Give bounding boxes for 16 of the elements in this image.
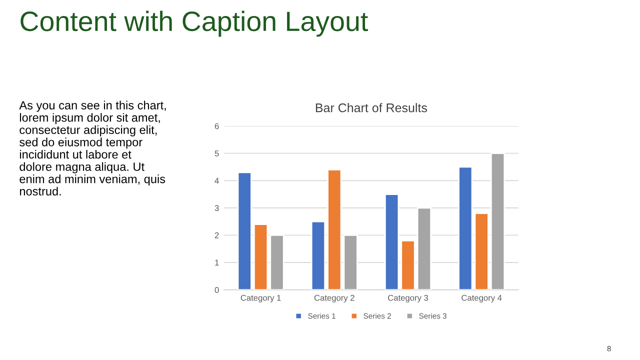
y-tick-label: 0 [214,287,219,293]
chart-title: Bar Chart of Results [316,103,428,112]
bar [458,166,473,290]
x-tick-label: Category 4 [462,294,502,302]
x-tick-label: Category 1 [240,294,281,302]
y-tick-label: 4 [214,178,219,184]
text: Content with Caption Layout [20,10,368,37]
y-tick-label: 1 [215,260,219,266]
y-tick-label: 3 [214,205,219,211]
y-tick-label: 2 [214,232,219,238]
text: As you can see in this chart, lorem ipsum dolor sit amet, consectetur adipiscing elit, sed do eiusmod tempor incididunt ut labore et dolore magna aliqua. Ut enim ad minim veniam, quis nostrud. [19,100,166,196]
y-tick-label: 5 [214,150,219,156]
x-tick-label: Category 2 [314,294,354,302]
y-tick-label: 6 [214,123,219,130]
bar [343,234,358,290]
x-tick-label: Category 3 [388,294,428,302]
